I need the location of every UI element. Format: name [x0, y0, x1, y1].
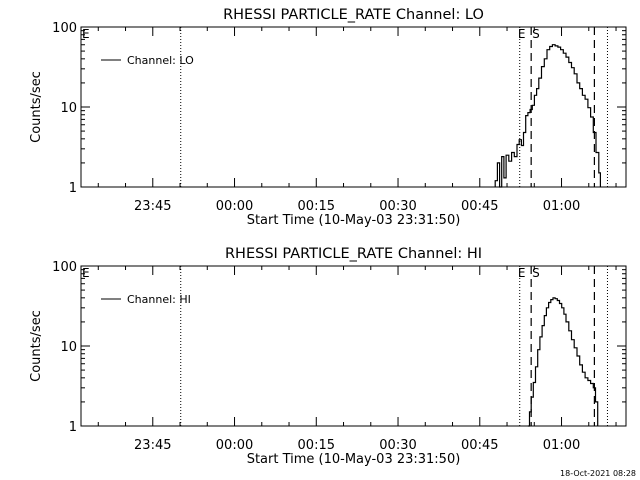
x-axis-label: Start Time (10-May-03 23:31:50) [247, 452, 461, 467]
legend-label: Channel: LO [127, 54, 194, 67]
x-tick-label: 01:00 [543, 199, 580, 214]
x-tick-label: 00:30 [379, 438, 416, 453]
footer-timestamp: 18-Oct-2021 08:28 [560, 469, 636, 478]
x-tick-label: 23:45 [134, 199, 171, 214]
chart-title: RHESSI PARTICLE_RATE Channel: HI [225, 246, 482, 262]
y-tick-label: 10 [60, 101, 77, 116]
y-tick-label: 10 [60, 340, 77, 355]
chart-panel-hi: RHESSI PARTICLE_RATE Channel: HI 1 10 100 Co… [29, 246, 627, 467]
series-line-hi [527, 297, 599, 427]
y-axis-label: Counts/sec [29, 310, 44, 382]
x-tick-label: 00:15 [298, 199, 335, 214]
y-tick-label: 100 [52, 21, 77, 36]
marker-label-e-left: E [82, 27, 90, 41]
y-tick-label: 1 [69, 420, 77, 435]
y-tick-label: 100 [52, 260, 77, 275]
chart-panel-lo: RHESSI PARTICLE_RATE Channel: LO 1 10 100 Co… [29, 7, 627, 228]
y-axis-label: Counts/sec [29, 71, 44, 143]
x-tick-label: 00:30 [379, 199, 416, 214]
x-axis-label: Start Time (10-May-03 23:31:50) [247, 213, 461, 228]
x-tick-label: 00:00 [216, 438, 253, 453]
x-tick-label: 00:45 [461, 199, 498, 214]
x-tick-label: 00:00 [216, 199, 253, 214]
marker-label-s: S [532, 266, 540, 280]
y-tick-label: 1 [69, 181, 77, 196]
series-line-lo [494, 44, 601, 188]
x-tick-label: 00:15 [298, 438, 335, 453]
marker-label-s: S [532, 27, 540, 41]
x-tick-label: 01:00 [543, 438, 580, 453]
legend-label: Channel: HI [127, 293, 191, 306]
marker-label-e-right: E [518, 266, 526, 280]
marker-label-e-left: E [82, 266, 90, 280]
x-tick-label: 00:45 [461, 438, 498, 453]
x-tick-label: 23:45 [134, 438, 171, 453]
chart-title: RHESSI PARTICLE_RATE Channel: LO [223, 7, 484, 23]
marker-label-e-right: E [518, 27, 526, 41]
